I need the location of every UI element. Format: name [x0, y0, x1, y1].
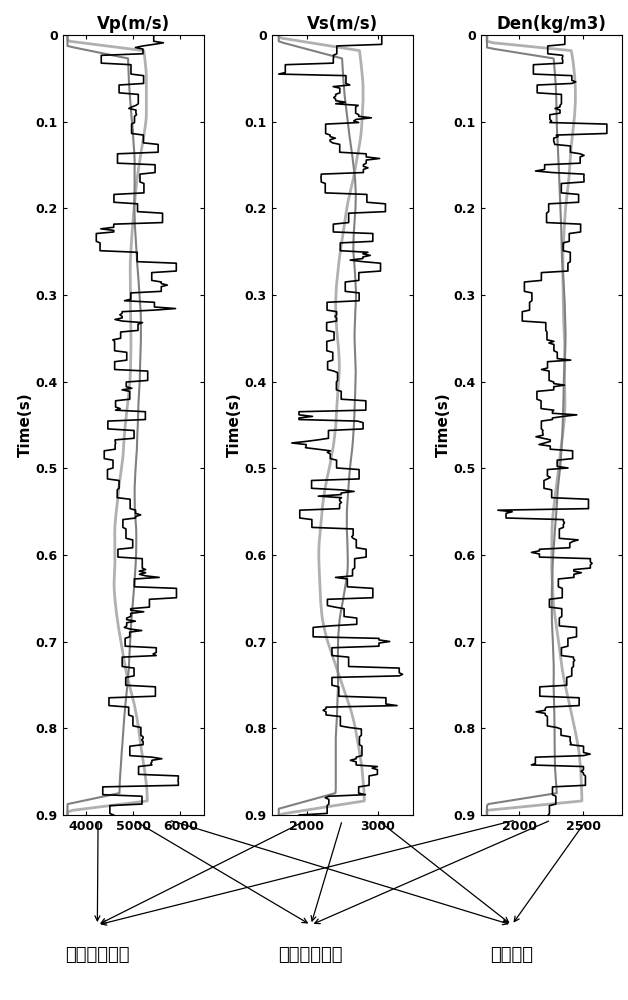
Y-axis label: Time(s): Time(s)	[18, 393, 33, 457]
Title: Den(kg/m3): Den(kg/m3)	[496, 15, 606, 33]
Text: 实际结果: 实际结果	[490, 946, 533, 964]
Title: Vs(m/s): Vs(m/s)	[306, 15, 378, 33]
Text: 初始反演结果: 初始反演结果	[65, 946, 129, 964]
Text: 最终反演结果: 最终反演结果	[279, 946, 343, 964]
Title: Vp(m/s): Vp(m/s)	[97, 15, 170, 33]
Y-axis label: Time(s): Time(s)	[227, 393, 242, 457]
Y-axis label: Time(s): Time(s)	[436, 393, 451, 457]
